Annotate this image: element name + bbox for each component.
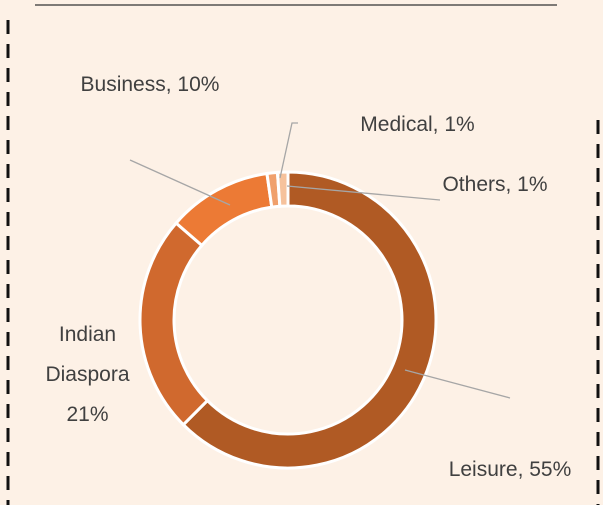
leader-lines (129, 122, 511, 399)
leader-line (404, 369, 511, 399)
donut-slice (275, 170, 290, 208)
data-label: Others, 1% (442, 173, 548, 196)
leader-line (129, 159, 231, 206)
data-label: Medical, 1% (360, 113, 475, 136)
data-label: Leisure, 55% (448, 458, 572, 481)
data-label: Indian Diaspora 21% (45, 323, 130, 426)
data-label: Business, 10% (80, 73, 220, 96)
leader-line (286, 185, 441, 201)
donut-slice (138, 220, 210, 427)
donut (138, 170, 438, 470)
donut-slice (181, 170, 438, 470)
donut-slice (174, 171, 274, 248)
leader-line (279, 122, 298, 179)
